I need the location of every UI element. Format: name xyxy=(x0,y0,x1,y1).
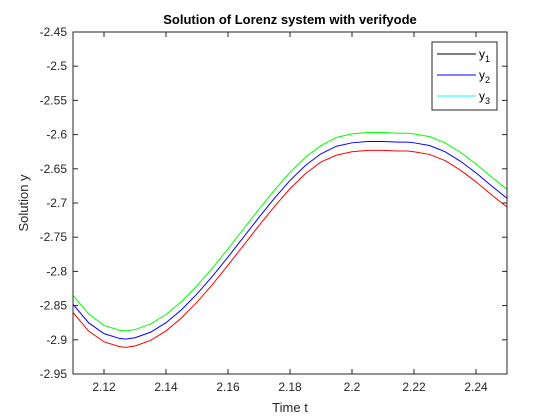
y-tick-label: -2.85 xyxy=(40,299,68,313)
y-tick-label: -2.9 xyxy=(46,333,67,347)
series-layer xyxy=(73,132,507,348)
x-axis-ticks: 2.12 2.14 2.16 2.18 2.2 2.22 2.24 xyxy=(92,32,488,394)
legend-box xyxy=(431,41,498,111)
chart-title: Solution of Lorenz system with verifyode xyxy=(163,12,417,27)
y-tick-label: -2.95 xyxy=(40,367,68,381)
y-tick-label: -2.65 xyxy=(40,162,68,176)
y-tick-label: -2.6 xyxy=(46,128,67,142)
y-tick-label: -2.55 xyxy=(40,93,68,107)
series-line-3 xyxy=(73,149,507,348)
x-tick-label: 2.22 xyxy=(402,380,426,394)
x-axis-label: Time t xyxy=(272,400,308,415)
x-tick-label: 2.18 xyxy=(278,380,302,394)
legend-label-subscript: 1 xyxy=(485,54,490,64)
x-tick-label: 2.14 xyxy=(154,380,178,394)
legend-label-1: y1 xyxy=(479,47,490,64)
x-tick-label: 2.16 xyxy=(216,380,240,394)
y-tick-label: -2.7 xyxy=(46,196,67,210)
legend-label-2: y2 xyxy=(479,68,490,85)
y-axis-ticks: -2.45 -2.5 -2.55 -2.6 -2.65 -2.7 -2.75 -2.8 -2.8… xyxy=(40,25,507,381)
y-tick-label: -2.75 xyxy=(40,230,68,244)
y-tick-label: -2.8 xyxy=(46,264,67,278)
x-tick-label: 2.2 xyxy=(344,380,361,394)
legend-label-base: y xyxy=(479,47,485,61)
legend-label-base: y xyxy=(479,68,485,82)
x-tick-label: 2.24 xyxy=(464,380,488,394)
y-axis-label: Solution y xyxy=(16,174,31,232)
y-tick-label: -2.45 xyxy=(40,25,68,39)
legend-label-subscript: 3 xyxy=(485,96,490,106)
series-line-1 xyxy=(73,132,507,332)
legend-label-subscript: 2 xyxy=(485,75,490,85)
legend-label-3: y3 xyxy=(479,89,490,106)
x-tick-label: 2.12 xyxy=(92,380,116,394)
series-line-2 xyxy=(73,140,507,340)
y-tick-label: -2.5 xyxy=(46,59,67,73)
legend-label-base: y xyxy=(479,89,485,103)
